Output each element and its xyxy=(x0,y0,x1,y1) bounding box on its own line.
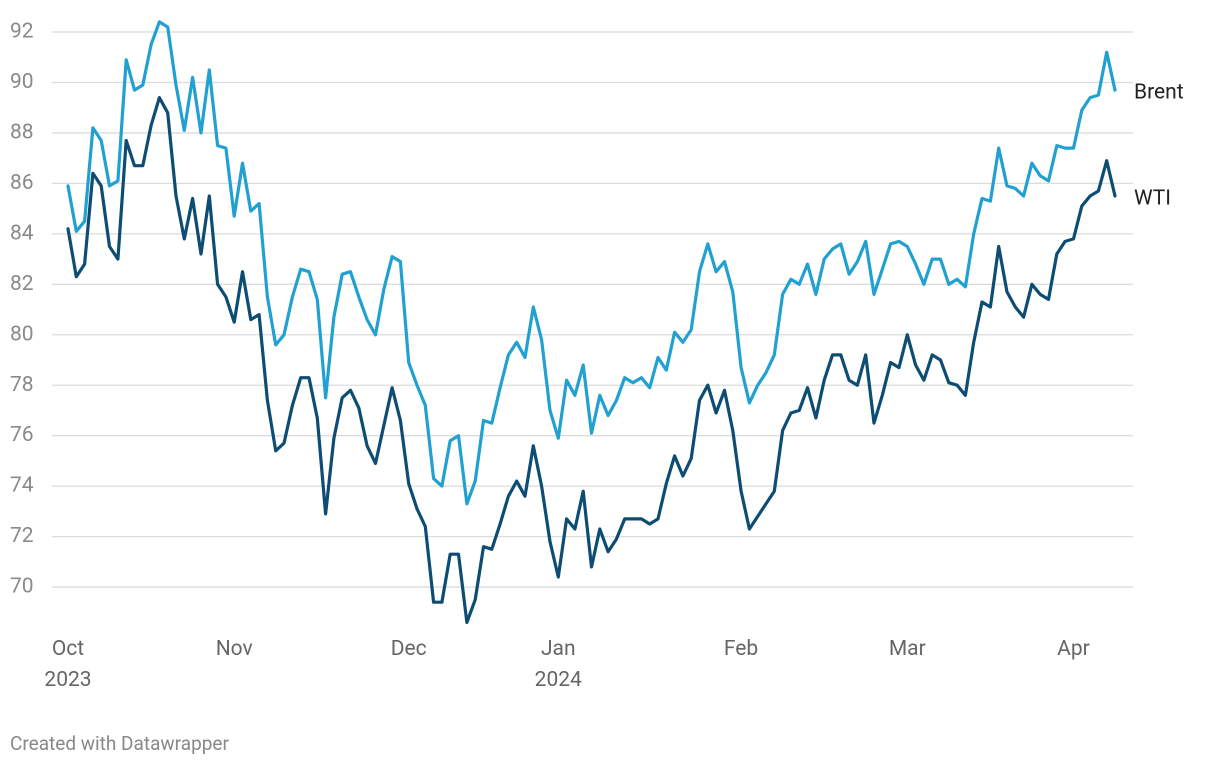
y-tick-label: 70 xyxy=(10,575,34,599)
series-label: Brent xyxy=(1134,81,1184,105)
x-tick-label: Dec xyxy=(390,637,427,661)
y-tick-label: 82 xyxy=(10,272,34,296)
y-tick-label: 80 xyxy=(10,322,34,346)
x-tick-label: Nov xyxy=(215,637,253,661)
x-tick-label: Jan 2024 xyxy=(534,637,582,692)
x-tick-label: Oct 2023 xyxy=(44,637,92,692)
y-tick-label: 86 xyxy=(10,171,34,195)
y-tick-label: 90 xyxy=(10,70,34,94)
y-tick-label: 72 xyxy=(10,524,34,548)
line-series xyxy=(66,20,1117,506)
x-tick-label: Apr xyxy=(1057,637,1090,661)
y-tick-label: 88 xyxy=(10,120,34,144)
series-label: WTI xyxy=(1134,187,1171,211)
y-tick-label: 78 xyxy=(10,373,34,397)
line-series xyxy=(66,96,1117,624)
x-tick-label: Feb xyxy=(723,637,759,661)
y-tick-label: 92 xyxy=(10,20,34,44)
y-tick-label: 74 xyxy=(10,474,34,498)
y-tick-label: 76 xyxy=(10,423,34,447)
x-tick-label: Mar xyxy=(888,637,926,661)
credit: Created with Datawrapper xyxy=(10,732,229,755)
y-tick-label: 84 xyxy=(10,221,34,245)
